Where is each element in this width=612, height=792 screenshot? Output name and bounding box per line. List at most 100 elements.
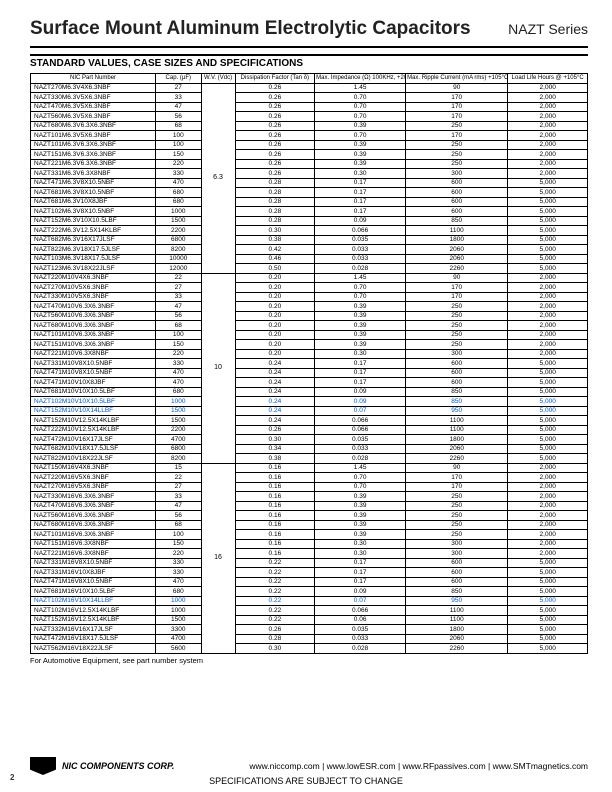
table-cell: 2260 <box>406 454 508 464</box>
table-cell: 2,000 <box>508 463 588 473</box>
table-cell: NAZT151M10V6.3X6.3NBF <box>31 340 156 350</box>
table-cell: 170 <box>406 292 508 302</box>
table-cell: 0.28 <box>235 178 315 188</box>
table-cell: 680 <box>156 587 201 597</box>
table-cell: 0.16 <box>235 463 315 473</box>
table-cell: 1500 <box>156 216 201 226</box>
table-row: NAZT151M10V6.3X6.3NBF1500.200.392502,000 <box>31 340 588 350</box>
table-cell: 250 <box>406 520 508 530</box>
table-cell: 90 <box>406 273 508 283</box>
table-cell: 0.26 <box>235 93 315 103</box>
table-cell: 950 <box>406 406 508 416</box>
table-row: NAZT332M16V16X17JLSF33000.260.03518005,0… <box>31 625 588 635</box>
table-cell: 250 <box>406 530 508 540</box>
table-row: NAZT560M10V6.3X6.3NBF560.200.392502,000 <box>31 311 588 321</box>
table-cell: 22 <box>156 273 201 283</box>
table-cell: 5,000 <box>508 264 588 274</box>
table-cell: 300 <box>406 169 508 179</box>
table-cell: NAZT330M6.3V5X6.3NBF <box>31 93 156 103</box>
table-cell: 0.39 <box>315 140 406 150</box>
table-cell: 0.09 <box>315 587 406 597</box>
table-cell: 0.70 <box>315 482 406 492</box>
table-cell: 5,000 <box>508 197 588 207</box>
table-cell: 0.30 <box>315 539 406 549</box>
table-cell: 0.38 <box>235 235 315 245</box>
table-cell: 0.30 <box>235 435 315 445</box>
table-cell: 0.16 <box>235 511 315 521</box>
table-cell: 0.20 <box>235 340 315 350</box>
table-cell: 2,000 <box>508 492 588 502</box>
table-cell: 5,000 <box>508 235 588 245</box>
table-cell: 220 <box>156 349 201 359</box>
table-cell: 27 <box>156 283 201 293</box>
table-row: NAZT470M6.3V5X6.3NBF470.260.701702,000 <box>31 102 588 112</box>
table-cell: 0.30 <box>315 169 406 179</box>
table-cell: NAZT681M6.3V8X10.5NBF <box>31 188 156 198</box>
table-cell: NAZT221M16V6.3X8NBF <box>31 549 156 559</box>
table-cell: 0.17 <box>315 577 406 587</box>
table-row: NAZT470M10V6.3X6.3NBF470.200.392502,000 <box>31 302 588 312</box>
table-cell: 2060 <box>406 245 508 255</box>
table-row: NAZT682M6.3V16X17JLSF68000.380.03518005,… <box>31 235 588 245</box>
table-row: NAZT472M16V18X17.5JLSF47000.280.03320605… <box>31 634 588 644</box>
table-row: NAZT152M6.3V10X10.5LBF15000.280.098505,0… <box>31 216 588 226</box>
table-cell: 2260 <box>406 264 508 274</box>
table-cell: 0.42 <box>235 245 315 255</box>
table-cell: 0.20 <box>235 349 315 359</box>
table-cell: 250 <box>406 311 508 321</box>
table-cell: 2,000 <box>508 131 588 141</box>
table-cell: 2200 <box>156 425 201 435</box>
table-cell: 600 <box>406 378 508 388</box>
table-cell: 0.26 <box>235 83 315 93</box>
table-cell: 0.028 <box>315 264 406 274</box>
table-cell: 600 <box>406 188 508 198</box>
table-cell: 0.30 <box>235 226 315 236</box>
table-cell: NAZT560M10V6.3X6.3NBF <box>31 311 156 321</box>
table-cell: 5,000 <box>508 444 588 454</box>
table-cell: 0.17 <box>315 178 406 188</box>
col-wv: W.V. (Vdc) <box>201 74 235 84</box>
table-cell: 5,000 <box>508 387 588 397</box>
table-row: NAZT680M16V6.3X6.3NBF680.160.392502,000 <box>31 520 588 530</box>
table-cell: NAZT331M6.3V6.3X8NBF <box>31 169 156 179</box>
table-row: NAZT560M6.3V5X6.3NBF560.260.701702,000 <box>31 112 588 122</box>
table-cell: NAZT471M10V8X10.5NBF <box>31 368 156 378</box>
table-cell: 0.22 <box>235 577 315 587</box>
table-cell: 1100 <box>406 416 508 426</box>
table-cell: 150 <box>156 539 201 549</box>
table-cell: 0.26 <box>235 159 315 169</box>
table-row: NAZT331M6.3V6.3X8NBF3300.260.303002,000 <box>31 169 588 179</box>
table-cell: NAZT680M10V6.3X6.3NBF <box>31 321 156 331</box>
table-cell: 250 <box>406 321 508 331</box>
table-cell: 5,000 <box>508 587 588 597</box>
table-cell: NAZT471M10V10X8JBF <box>31 378 156 388</box>
table-cell: 0.26 <box>235 121 315 131</box>
table-cell: 2060 <box>406 444 508 454</box>
table-cell: 10000 <box>156 254 201 264</box>
table-cell: 1.45 <box>315 273 406 283</box>
table-cell: 0.16 <box>235 492 315 502</box>
table-row: NAZT103M6.3V18X17.5JLSF100000.460.033206… <box>31 254 588 264</box>
table-cell: 330 <box>156 359 201 369</box>
page-title: Surface Mount Aluminum Electrolytic Capa… <box>30 18 471 40</box>
wv-cell: 16 <box>201 463 235 653</box>
table-cell: 5,000 <box>508 435 588 445</box>
table-cell: 1500 <box>156 416 201 426</box>
table-cell: 68 <box>156 520 201 530</box>
table-cell: 250 <box>406 150 508 160</box>
table-cell: 5,000 <box>508 378 588 388</box>
table-cell: 5,000 <box>508 596 588 606</box>
table-row: NAZT560M16V6.3X6.3NBF560.160.392502,000 <box>31 511 588 521</box>
table-row: NAZT680M6.3V6.3X6.3NBF680.260.392502,000 <box>31 121 588 131</box>
table-cell: 5,000 <box>508 178 588 188</box>
table-cell: 850 <box>406 397 508 407</box>
table-cell: 850 <box>406 587 508 597</box>
table-cell: 56 <box>156 511 201 521</box>
table-cell: 470 <box>156 378 201 388</box>
table-cell: 1000 <box>156 397 201 407</box>
table-cell: 0.26 <box>235 425 315 435</box>
table-cell: NAZT680M6.3V6.3X6.3NBF <box>31 121 156 131</box>
table-cell: NAZT682M10V18X17.5JLSF <box>31 444 156 454</box>
table-cell: NAZT330M16V6.3X6.3NBF <box>31 492 156 502</box>
table-cell: 5,000 <box>508 625 588 635</box>
